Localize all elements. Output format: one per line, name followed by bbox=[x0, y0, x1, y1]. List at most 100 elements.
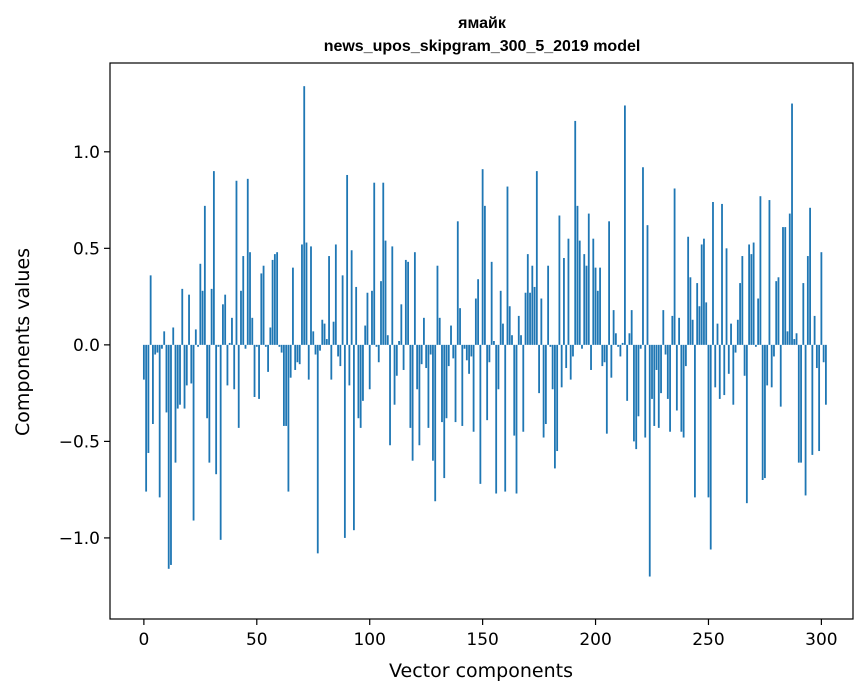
bar bbox=[142, 344, 145, 380]
y-tick-label: −0.5 bbox=[59, 432, 100, 452]
bar bbox=[614, 333, 617, 345]
bar bbox=[684, 344, 687, 367]
bar bbox=[382, 182, 385, 345]
bar bbox=[714, 344, 717, 388]
bar bbox=[743, 344, 746, 376]
x-tick-label: 250 bbox=[692, 630, 724, 650]
bar bbox=[328, 256, 330, 345]
bar bbox=[680, 344, 683, 432]
bar bbox=[820, 252, 823, 345]
bar bbox=[465, 344, 468, 361]
bar bbox=[617, 344, 620, 347]
bar bbox=[174, 344, 177, 463]
x-tick-label: 150 bbox=[466, 630, 498, 650]
bar bbox=[330, 344, 333, 380]
bar bbox=[707, 344, 710, 498]
bar bbox=[339, 344, 342, 367]
x-tick-label: 0 bbox=[138, 630, 149, 650]
bar bbox=[325, 339, 328, 345]
bar bbox=[332, 321, 335, 345]
bar bbox=[599, 267, 601, 345]
bar bbox=[240, 290, 242, 345]
bar bbox=[563, 257, 565, 345]
bar bbox=[655, 344, 658, 370]
bar bbox=[524, 292, 527, 345]
bar bbox=[560, 344, 563, 388]
bar bbox=[346, 174, 349, 345]
bar bbox=[235, 180, 238, 345]
bar bbox=[495, 344, 498, 494]
bar bbox=[273, 254, 276, 345]
x-tick-label: 300 bbox=[805, 630, 837, 650]
bar bbox=[233, 344, 236, 390]
bar bbox=[671, 315, 674, 345]
bar bbox=[633, 344, 635, 442]
bar bbox=[818, 344, 821, 452]
bar bbox=[185, 344, 188, 386]
bar bbox=[402, 344, 405, 370]
y-tick-label: −1.0 bbox=[59, 529, 100, 549]
bar bbox=[605, 344, 608, 434]
bar bbox=[732, 344, 735, 405]
bar bbox=[296, 344, 299, 363]
bar bbox=[705, 302, 708, 345]
bar bbox=[316, 344, 319, 554]
bar bbox=[443, 344, 446, 479]
bar bbox=[280, 344, 283, 353]
bar bbox=[477, 279, 480, 345]
bar bbox=[231, 317, 233, 345]
bar bbox=[551, 344, 554, 390]
bar bbox=[258, 344, 260, 399]
bar bbox=[535, 171, 538, 345]
bar bbox=[806, 256, 809, 345]
bar bbox=[314, 344, 317, 355]
bar bbox=[739, 283, 741, 345]
plot-frame bbox=[109, 62, 854, 620]
bar bbox=[152, 344, 154, 425]
bar bbox=[432, 344, 434, 461]
x-tick-label: 200 bbox=[579, 630, 611, 650]
bar bbox=[237, 344, 240, 428]
bar bbox=[323, 323, 326, 345]
bar bbox=[488, 344, 491, 363]
x-axis-label: Vector components bbox=[389, 660, 573, 682]
bar bbox=[176, 344, 179, 409]
x-tick-label: 50 bbox=[246, 630, 268, 650]
bar bbox=[301, 244, 303, 345]
bar bbox=[682, 344, 685, 438]
bar bbox=[479, 344, 482, 484]
bar bbox=[497, 344, 500, 390]
bar bbox=[260, 273, 263, 345]
bar bbox=[289, 344, 292, 378]
bar bbox=[499, 290, 502, 345]
bar bbox=[822, 344, 825, 363]
bar bbox=[517, 315, 520, 345]
bar bbox=[337, 344, 339, 357]
bar bbox=[222, 304, 224, 345]
bar bbox=[779, 344, 782, 407]
bar bbox=[678, 317, 681, 345]
bar bbox=[540, 298, 543, 345]
bar bbox=[294, 344, 297, 370]
bar bbox=[538, 344, 540, 394]
bar bbox=[565, 344, 568, 369]
bar bbox=[696, 283, 699, 345]
bar bbox=[793, 339, 796, 345]
bar bbox=[312, 331, 315, 345]
bar bbox=[217, 344, 220, 347]
bar bbox=[493, 341, 495, 345]
y-tick-label: 1.0 bbox=[73, 143, 100, 163]
bar bbox=[786, 331, 789, 345]
bar bbox=[529, 292, 531, 345]
bar bbox=[773, 344, 775, 357]
bar bbox=[669, 344, 671, 432]
bar bbox=[292, 267, 294, 345]
bar bbox=[165, 344, 168, 413]
bar bbox=[307, 344, 310, 380]
bar bbox=[544, 344, 547, 425]
bar bbox=[513, 344, 516, 436]
bar bbox=[386, 335, 389, 345]
bar bbox=[712, 202, 714, 345]
bar bbox=[445, 344, 448, 419]
